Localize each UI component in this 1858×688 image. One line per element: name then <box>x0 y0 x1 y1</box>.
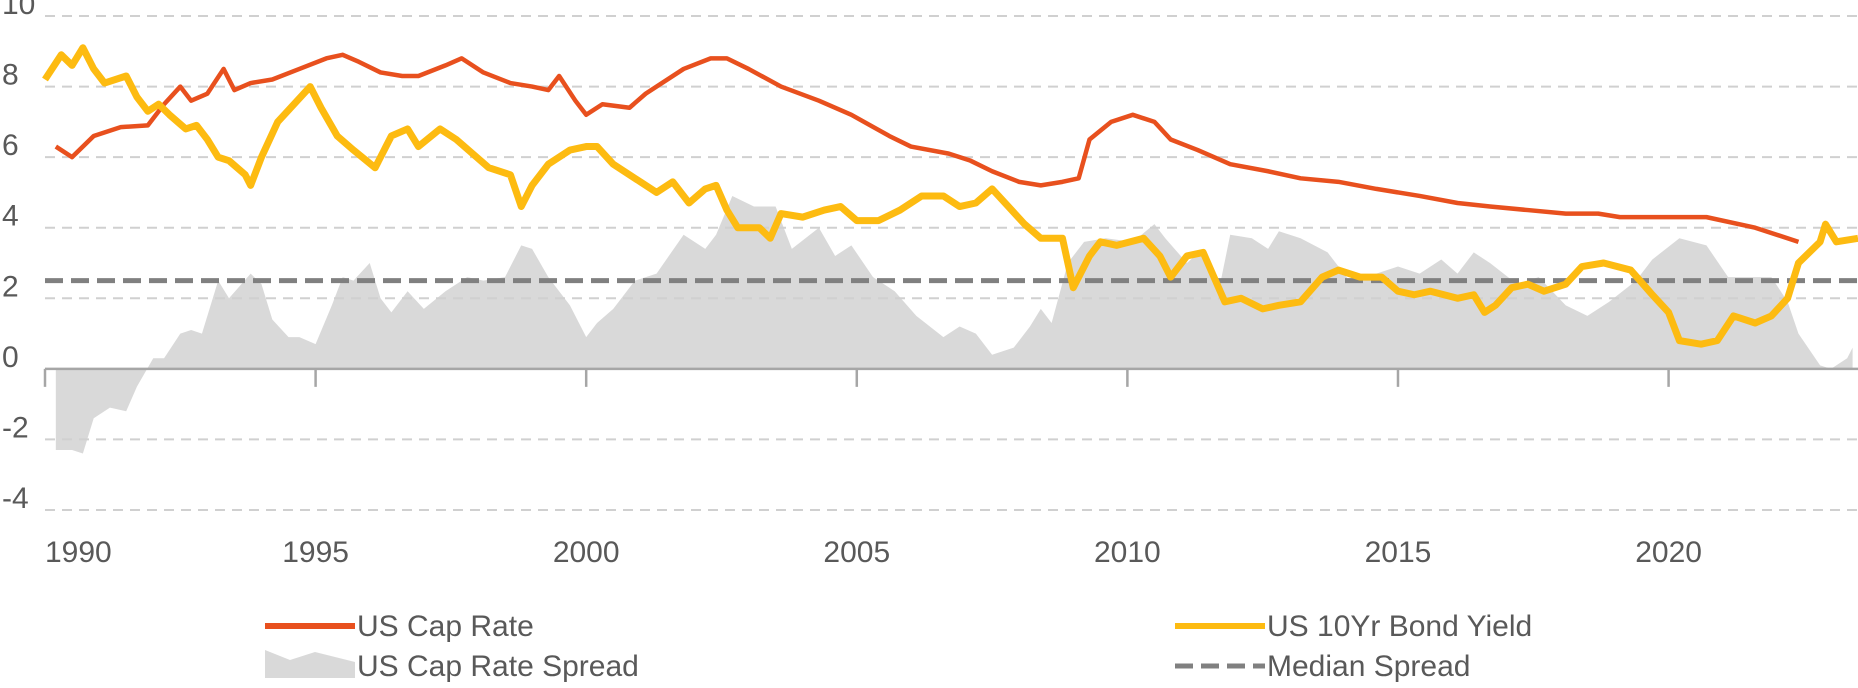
x-tick-label: 2010 <box>1094 536 1161 569</box>
legend-label: Median Spread <box>1267 650 1470 683</box>
legend-label: US Cap Rate Spread <box>357 650 639 683</box>
series-line <box>42 44 1858 348</box>
spread-area <box>55 195 1853 454</box>
y-tick-label: 4 <box>2 200 19 233</box>
y-tick-label: 6 <box>2 129 19 162</box>
area-layer <box>55 195 1853 454</box>
x-tick-label: 2020 <box>1635 536 1702 569</box>
y-tick-label: 2 <box>2 270 19 303</box>
x-tick-label: 2005 <box>823 536 890 569</box>
legend-swatch <box>265 650 355 678</box>
y-tick-label: 0 <box>2 341 19 374</box>
y-tick-label: -4 <box>2 482 29 515</box>
line-layer <box>42 44 1858 348</box>
legend-label: US 10Yr Bond Yield <box>1267 610 1532 643</box>
x-tick-label: 1990 <box>45 536 112 569</box>
x-tick-label: 2015 <box>1365 536 1432 569</box>
series-line <box>54 52 1800 244</box>
y-tick-label: 8 <box>2 59 19 92</box>
y-tick-label: -2 <box>2 411 29 444</box>
x-tick-label: 2000 <box>553 536 620 569</box>
y-tick-label: 10 <box>2 0 35 21</box>
plot-area: -4 -2 0 2 4 6 8 10 1990 1995 2000 2005 2010 2015 2020 <box>2 0 1858 569</box>
grid-layer: -4 -2 0 2 4 6 8 10 1990 1995 2000 2005 2010 2015 2020 <box>2 0 1858 569</box>
legend-label: US Cap Rate <box>357 610 534 643</box>
x-tick-label: 1995 <box>282 536 349 569</box>
legend: US Cap Rate US 10Yr Bond Yield US Cap Rate… <box>265 610 1532 683</box>
